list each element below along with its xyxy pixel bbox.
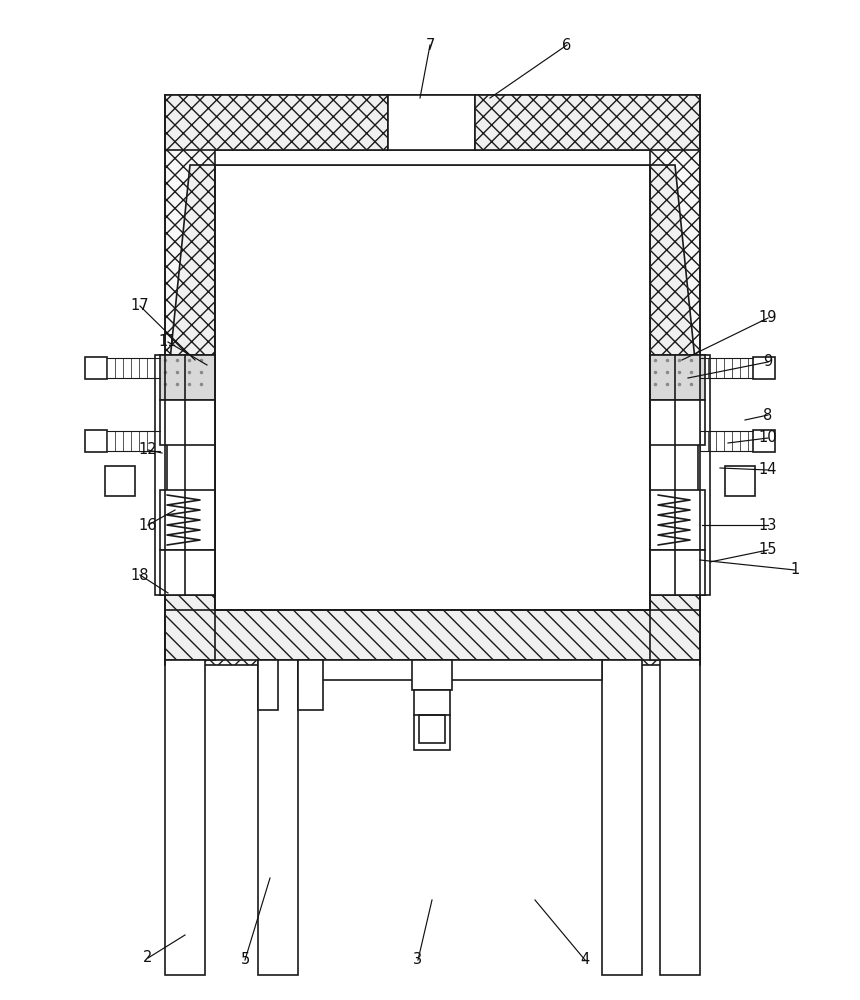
Text: 18: 18 [131,568,150,582]
Polygon shape [650,165,695,360]
Text: 16: 16 [138,518,157,532]
Bar [412,660,452,690]
Bar [660,660,700,975]
Text: 10: 10 [759,430,777,446]
Text: 2: 2 [144,950,153,966]
Bar [160,355,215,595]
Bar [475,95,700,150]
Bar [258,660,278,710]
Bar [165,95,388,150]
Polygon shape [165,360,215,660]
Text: 14: 14 [759,462,777,478]
Bar [650,490,705,550]
Bar [165,610,700,660]
Bar [155,355,167,595]
Bar [105,466,135,496]
Bar [160,550,215,595]
Bar [650,550,705,595]
Bar [160,490,215,550]
Bar [85,357,107,379]
Text: 4: 4 [580,952,590,968]
Bar [258,660,298,975]
Bar [650,355,705,595]
Bar [165,95,700,665]
Polygon shape [650,360,700,660]
Bar [650,400,705,445]
Bar [215,165,650,610]
Bar [419,715,445,743]
Text: 11: 11 [159,334,177,350]
Bar [388,95,475,150]
Bar [298,660,323,710]
Text: 9: 9 [764,355,772,369]
Bar [602,660,642,975]
Text: 1: 1 [790,562,800,578]
Bar [160,400,215,445]
Bar [698,355,710,595]
Bar [160,355,215,400]
Text: 13: 13 [759,518,777,532]
Bar [753,430,775,452]
Text: 17: 17 [131,298,150,314]
Bar [753,357,775,379]
Polygon shape [170,165,215,360]
Text: 5: 5 [241,952,249,968]
Bar [725,466,755,496]
Text: 6: 6 [562,37,572,52]
Text: 7: 7 [426,37,434,52]
Text: 3: 3 [414,952,422,968]
Bar [215,150,650,165]
Text: 15: 15 [759,542,777,558]
Text: 12: 12 [138,442,157,458]
Bar [165,660,205,975]
Bar [298,660,602,680]
Bar [85,430,107,452]
Text: 8: 8 [764,408,772,422]
Bar [650,355,705,400]
Text: 19: 19 [759,310,777,326]
Bar [414,690,450,750]
